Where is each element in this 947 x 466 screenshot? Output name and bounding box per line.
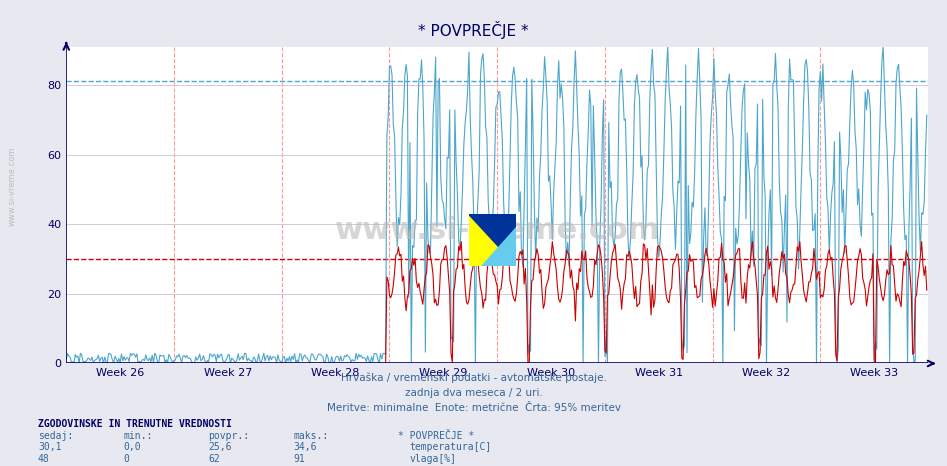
Text: www.si-vreme.com: www.si-vreme.com — [8, 147, 17, 226]
Text: Meritve: minimalne  Enote: metrične  Črta: 95% meritev: Meritve: minimalne Enote: metrične Črta:… — [327, 403, 620, 412]
Text: * POVPREČJE *: * POVPREČJE * — [398, 431, 474, 440]
Polygon shape — [481, 227, 516, 266]
Text: 48: 48 — [38, 454, 49, 464]
Text: povpr.:: povpr.: — [208, 431, 249, 440]
Text: min.:: min.: — [123, 431, 152, 440]
Text: maks.:: maks.: — [294, 431, 329, 440]
Text: temperatura[C]: temperatura[C] — [409, 442, 491, 452]
Polygon shape — [469, 214, 516, 266]
Polygon shape — [469, 214, 516, 266]
Text: sedaj:: sedaj: — [38, 431, 73, 440]
Text: ZGODOVINSKE IN TRENUTNE VREDNOSTI: ZGODOVINSKE IN TRENUTNE VREDNOSTI — [38, 419, 232, 429]
Text: vlaga[%]: vlaga[%] — [409, 454, 456, 464]
Text: 91: 91 — [294, 454, 305, 464]
Text: www.si-vreme.com: www.si-vreme.com — [334, 216, 660, 245]
Text: 34,6: 34,6 — [294, 442, 317, 452]
Text: * POVPREČJE *: * POVPREČJE * — [419, 21, 528, 39]
Text: Hrvaška / vremenski podatki - avtomatske postaje.: Hrvaška / vremenski podatki - avtomatske… — [341, 373, 606, 384]
Text: 30,1: 30,1 — [38, 442, 62, 452]
Text: 25,6: 25,6 — [208, 442, 232, 452]
Text: 62: 62 — [208, 454, 220, 464]
Text: zadnja dva meseca / 2 uri.: zadnja dva meseca / 2 uri. — [404, 388, 543, 397]
Text: 0: 0 — [123, 454, 129, 464]
Text: 0,0: 0,0 — [123, 442, 141, 452]
